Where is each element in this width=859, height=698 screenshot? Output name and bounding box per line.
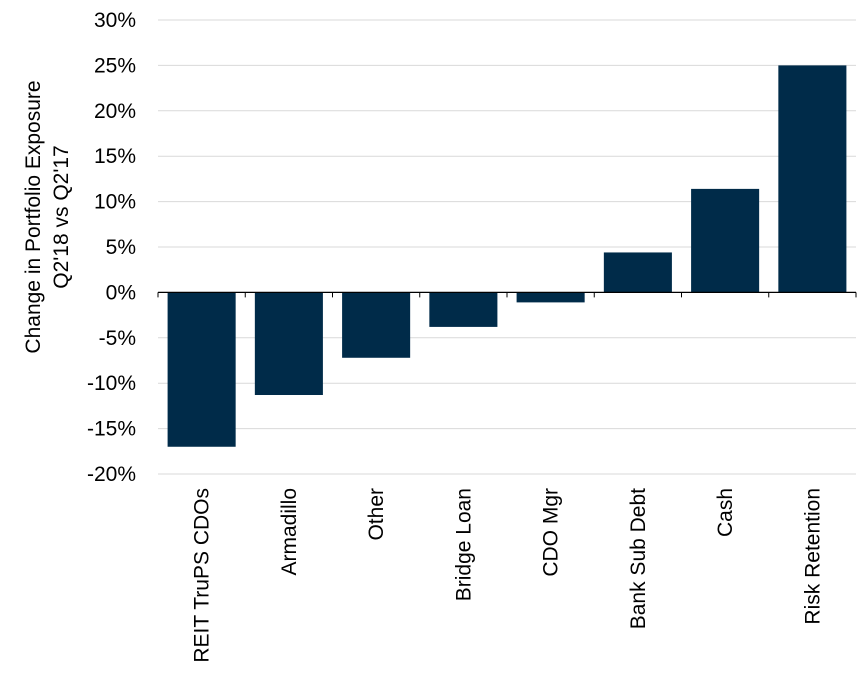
category-label: Armadillo [278,488,301,576]
category-label: Risk Retention [801,488,824,625]
y-tick-label: 30% [94,9,136,32]
bar [691,188,760,293]
y-tick-label: -10% [87,372,136,395]
bar [516,292,585,303]
bar [167,292,236,447]
y-tick-label: 15% [94,145,136,168]
bar [778,65,847,293]
y-tick-label: 5% [106,236,136,259]
y-tick-label: -20% [87,463,136,486]
category-label: CDO Mgr [540,488,563,577]
y-tick-labels: 30% 25% 20% 15% 10% 5% 0% -5% -10% -15% -20% [87,9,136,486]
y-tick-label: -5% [99,327,136,350]
category-label: REIT TruPS CDOs [191,488,214,663]
bar [342,292,411,358]
bar [603,252,672,293]
y-axis-title-line1: Change in Portfolio Exposure [22,80,45,353]
category-labels: REIT TruPS CDOs Armadillo Other Bridge Loan… [191,488,825,663]
category-label: Cash [714,488,737,537]
y-axis-title-line2: Q2'18 vs Q2'17 [50,145,73,288]
y-tick-label: -15% [87,418,136,441]
y-tick-label: 10% [94,191,136,214]
category-label: Other [365,488,388,541]
x-axis [157,291,857,298]
bar [254,292,323,396]
y-tick-label: 20% [94,100,136,123]
category-label: Bridge Loan [452,488,475,601]
bar [429,292,498,327]
y-tick-label: 25% [94,54,136,77]
y-tick-label: 0% [106,281,136,304]
category-label: Bank Sub Debt [627,488,650,629]
bars [167,65,847,447]
